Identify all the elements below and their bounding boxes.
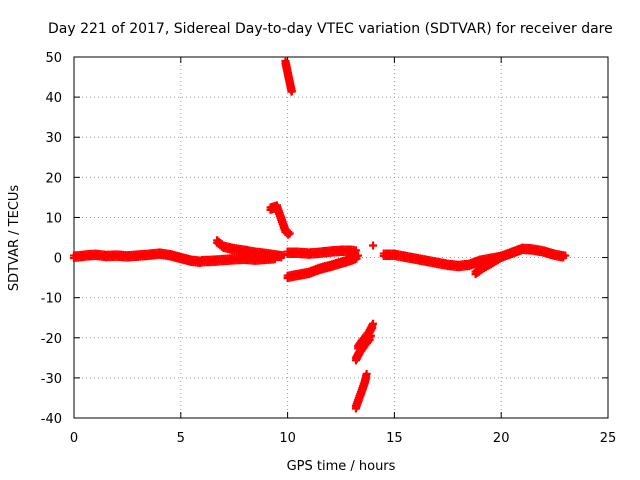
- x-tick-label: 15: [386, 431, 403, 446]
- data-point: [284, 230, 293, 239]
- data-point: [287, 87, 296, 96]
- x-tick-label: 20: [493, 431, 510, 446]
- y-tick-label: -40: [41, 412, 62, 427]
- data-point: [561, 251, 570, 260]
- y-tick-label: -10: [41, 292, 62, 307]
- data-point: [369, 241, 378, 250]
- data-point: [272, 252, 281, 261]
- x-axis-ticks: 0 5 10 15 20 25: [70, 57, 616, 446]
- y-tick-label: 30: [45, 131, 62, 146]
- data-point: [362, 369, 371, 378]
- y-tick-label: 50: [45, 51, 62, 66]
- y-tick-label: -30: [41, 372, 62, 387]
- chart-title: Day 221 of 2017, Sidereal Day-to-day VTE…: [48, 21, 613, 37]
- x-tick-label: 10: [279, 431, 296, 446]
- grid-lines: [74, 57, 608, 418]
- data-point: [285, 229, 294, 238]
- data-point: [497, 251, 506, 260]
- y-tick-label: 40: [45, 91, 62, 106]
- y-tick-label: 20: [45, 171, 62, 186]
- data-point: [369, 319, 378, 328]
- y-axis-ticks: -40 -30 -20 -10 0 10 20 30 40 50: [41, 51, 608, 427]
- data-point: [365, 335, 374, 344]
- y-axis-label: SDTVAR / TECUs: [7, 185, 22, 292]
- x-tick-label: 25: [600, 431, 617, 446]
- data-point: [354, 251, 363, 260]
- data-point: [366, 331, 375, 340]
- data-point: [279, 251, 288, 260]
- x-axis-label: GPS time / hours: [287, 459, 396, 474]
- plot-frame: [73, 56, 609, 419]
- x-tick-label: 5: [177, 431, 185, 446]
- data-points: [70, 57, 570, 413]
- y-tick-label: 10: [45, 211, 62, 226]
- y-tick-label: -20: [41, 332, 62, 347]
- x-tick-label: 0: [70, 431, 78, 446]
- y-tick-label: 0: [54, 252, 62, 267]
